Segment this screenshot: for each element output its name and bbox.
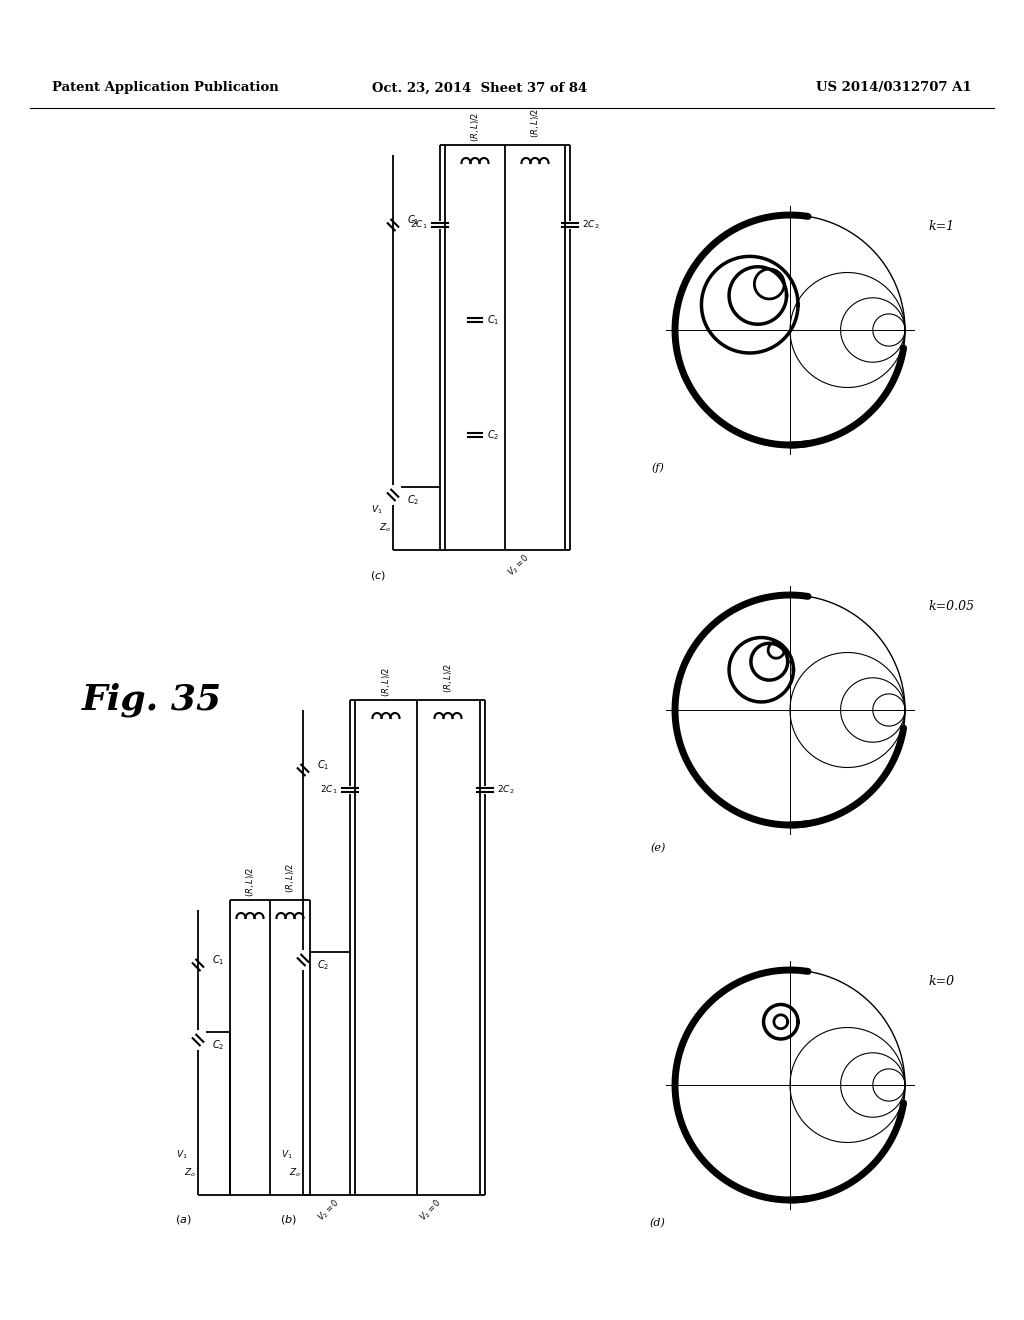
Text: $C_1$: $C_1$ xyxy=(212,953,224,966)
Text: $C_1$: $C_1$ xyxy=(407,213,420,227)
Text: $C_2$: $C_2$ xyxy=(487,428,500,442)
Text: $(R,L)/2$: $(R,L)/2$ xyxy=(244,867,256,898)
Text: $2C_2$: $2C_2$ xyxy=(582,219,599,231)
Text: $(R,L)/2$: $(R,L)/2$ xyxy=(380,667,392,697)
Text: $C_2$: $C_2$ xyxy=(212,1038,224,1052)
Text: Fig. 35: Fig. 35 xyxy=(82,682,222,717)
Text: $(c)$: $(c)$ xyxy=(370,569,386,582)
Text: $V_1$: $V_1$ xyxy=(282,1148,293,1162)
Text: $(b)$: $(b)$ xyxy=(280,1213,296,1226)
Text: $(a)$: $(a)$ xyxy=(175,1213,191,1226)
Text: $2C_1$: $2C_1$ xyxy=(411,219,428,231)
Text: (f): (f) xyxy=(651,463,665,474)
Text: $V_1$: $V_1$ xyxy=(372,504,383,516)
Text: k=0: k=0 xyxy=(928,975,954,987)
Text: Oct. 23, 2014  Sheet 37 of 84: Oct. 23, 2014 Sheet 37 of 84 xyxy=(373,82,588,95)
Text: $(R,L)/2$: $(R,L)/2$ xyxy=(529,108,541,139)
Text: $Z_o$: $Z_o$ xyxy=(289,1167,301,1179)
Text: $C_2$: $C_2$ xyxy=(407,494,420,507)
Text: $(R,L)/2$: $(R,L)/2$ xyxy=(469,112,481,143)
Text: $C_1$: $C_1$ xyxy=(487,313,500,327)
Text: $(R,L)/2$: $(R,L)/2$ xyxy=(442,663,454,693)
Text: k=1: k=1 xyxy=(928,220,954,234)
Text: (d): (d) xyxy=(650,1218,666,1228)
Text: k=0.05: k=0.05 xyxy=(928,601,974,612)
Text: $2C_2$: $2C_2$ xyxy=(497,784,514,796)
Text: $Z_o$: $Z_o$ xyxy=(184,1167,196,1179)
Text: $2C_1$: $2C_1$ xyxy=(321,784,338,796)
Text: Patent Application Publication: Patent Application Publication xyxy=(52,82,279,95)
Text: $C_2$: $C_2$ xyxy=(317,958,330,972)
Text: $Z_o$: $Z_o$ xyxy=(379,521,391,535)
Text: $(R,L)/2$: $(R,L)/2$ xyxy=(284,863,296,894)
Text: $V_2=0$: $V_2=0$ xyxy=(315,1196,343,1224)
Text: (e): (e) xyxy=(650,843,666,853)
Text: $V_2=0$: $V_2=0$ xyxy=(417,1196,444,1224)
Text: $C_1$: $C_1$ xyxy=(317,758,330,772)
Text: US 2014/0312707 A1: US 2014/0312707 A1 xyxy=(816,82,972,95)
Text: $V_1$: $V_1$ xyxy=(176,1148,188,1162)
Text: $V_2=0$: $V_2=0$ xyxy=(505,552,532,579)
